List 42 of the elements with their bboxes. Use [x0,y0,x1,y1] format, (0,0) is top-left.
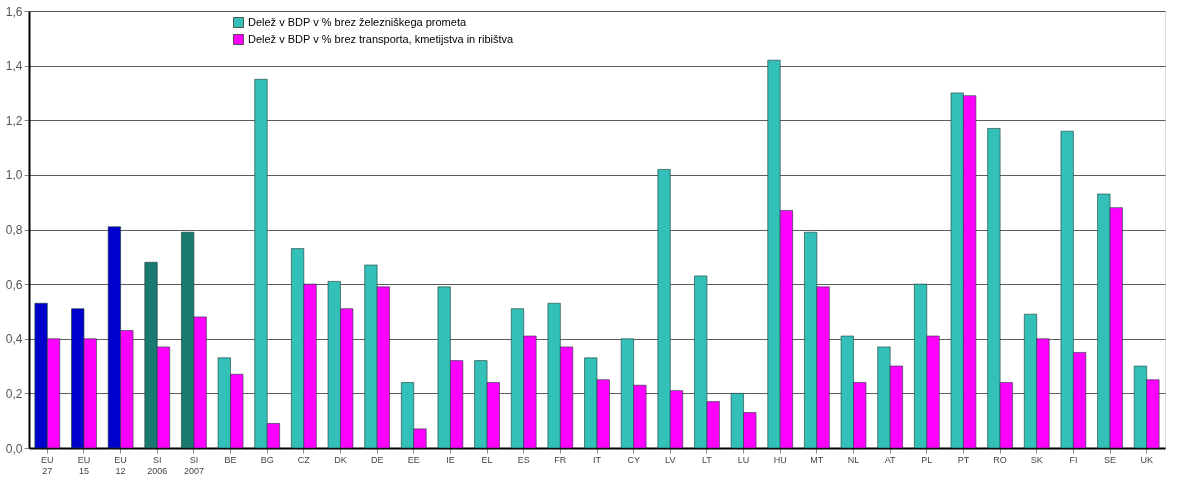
x-tick-label: DK [334,454,347,465]
legend-label: Delež v BDP v % brez železniškega prometa [248,15,467,28]
x-tick-label: CZ [297,454,311,465]
x-tick-label: PL [921,454,933,465]
y-tick-label: 0,8 [5,223,23,237]
x-tick-label: LU [737,454,750,465]
x-tick-label: BG [260,454,274,465]
y-tick-label: 0,6 [5,277,23,292]
y-tick-label: 1,4 [5,59,23,74]
y-tick-label: 0,2 [5,386,23,401]
legend-label: Delež v BDP v % brez transporta, kmetijstva in ribištva [248,32,514,45]
y-tick-label: 1,6 [5,4,23,19]
x-tick-label: EU 27 [41,454,54,476]
y-tick-label: 1,2 [5,113,23,128]
x-tick-label: FR [554,454,567,465]
x-tick-label: SI 2006 [147,454,168,476]
x-tick-label: IT [593,454,602,465]
x-tick-label: SI 2007 [183,454,204,476]
x-tick-label: ES [517,454,530,465]
x-tick-label: FI [1069,454,1078,465]
x-tick-label: EE [407,454,420,465]
x-tick-label: IE [446,454,455,465]
x-tick-label: BE [224,454,237,465]
y-tick-label: 0,4 [5,332,23,347]
x-tick-label: EL [481,454,493,465]
x-tick-label: LT [702,454,713,465]
x-tick-label: NL [847,454,860,465]
x-tick-label: DE [370,454,384,465]
x-tick-label: SE [1104,454,1117,465]
x-tick-label: MT [810,454,824,465]
x-tick-label: HU [773,454,787,465]
x-tick-label: PT [957,454,970,465]
x-tick-label: CY [627,454,640,465]
x-tick-label: RO [993,454,1007,465]
y-tick-label: 0,0 [5,441,23,456]
x-tick-label: SK [1030,454,1043,465]
x-tick-label: EU 12 [114,454,127,476]
x-tick-label: UK [1140,454,1153,465]
x-tick-label: LV [665,454,676,465]
x-tick-label: AT [884,454,897,465]
y-tick-label: 1,0 [5,168,23,183]
x-tick-label: EU 15 [77,454,91,476]
